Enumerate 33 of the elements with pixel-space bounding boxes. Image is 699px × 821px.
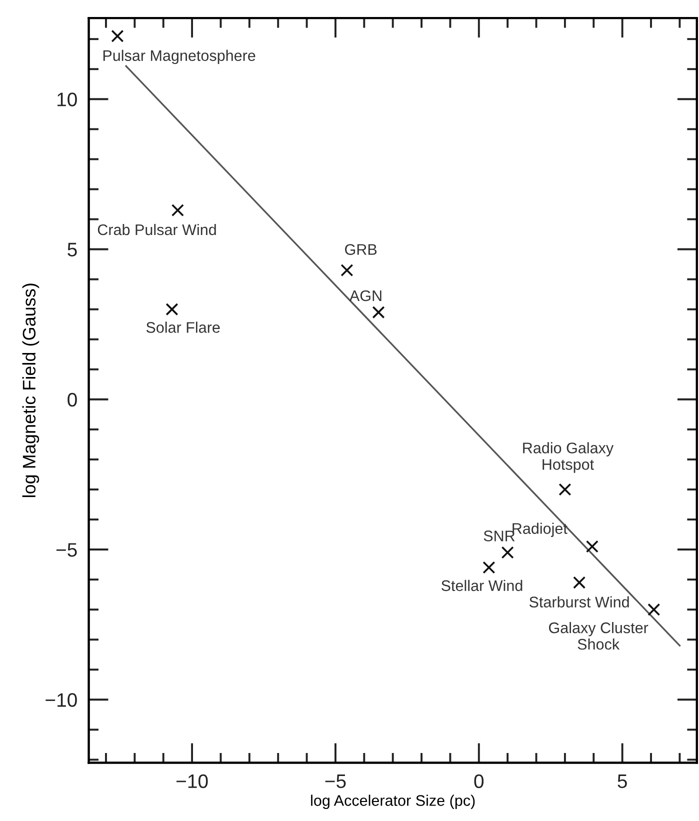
y-tick-label: −10 — [46, 693, 77, 707]
point — [171, 204, 184, 217]
point — [573, 576, 586, 589]
x-tick-label: 0 — [474, 774, 484, 788]
annotation: AGN — [349, 290, 382, 302]
annotation: SNR — [484, 530, 515, 542]
point — [166, 303, 178, 316]
x-axis-title: log Accelerator Size (pc) — [311, 794, 475, 809]
point — [482, 561, 496, 574]
annotation: Radiojet — [512, 522, 568, 537]
point — [372, 306, 385, 319]
y-axis-title: log Magnetic Field (Gauss) — [22, 284, 40, 498]
point — [586, 540, 598, 553]
annotation: Crab Pulsar Wind — [98, 224, 216, 236]
x-tick-label: −5 — [325, 774, 346, 788]
x-tick-label: −10 — [176, 774, 208, 788]
annotation: Radio Galaxy Hotspot — [523, 442, 614, 473]
annotation: Starburst Wind — [529, 596, 629, 608]
y-tick-label: 5 — [68, 242, 77, 256]
x-tick-label: 5 — [618, 774, 627, 788]
annotation: Pulsar Magnetosphere — [103, 50, 256, 64]
annotation: Stellar Wind — [442, 580, 522, 592]
annotation: Solar Flare — [146, 322, 220, 333]
point — [111, 30, 124, 42]
y-tick-label: 0 — [68, 392, 77, 407]
point — [501, 546, 514, 559]
y-tick-label: 10 — [58, 92, 77, 106]
point — [648, 603, 660, 616]
annotation: GRB — [345, 244, 377, 255]
point — [340, 264, 354, 277]
annotation: Galaxy Cluster Shock — [548, 622, 648, 650]
y-tick-label: −5 — [56, 543, 77, 557]
point — [558, 483, 572, 496]
